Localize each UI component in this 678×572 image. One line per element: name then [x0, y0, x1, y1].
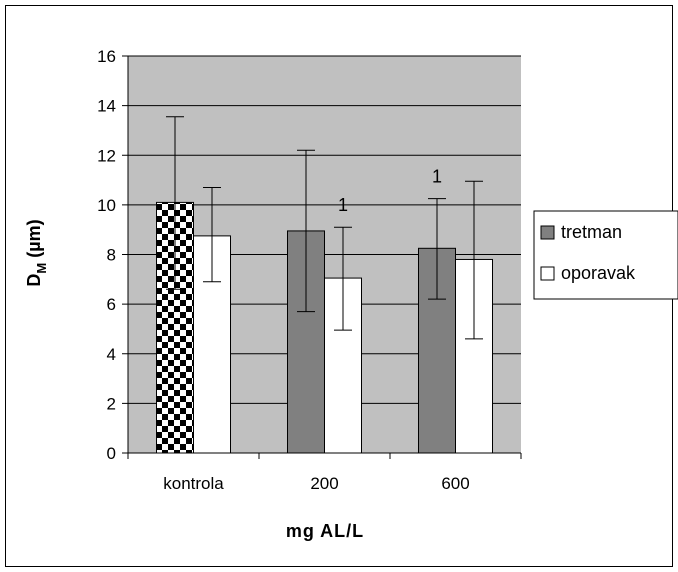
- y-tick-label: 8: [107, 246, 116, 265]
- legend: tretman oporavak: [533, 210, 678, 300]
- y-tick-label: 4: [107, 345, 116, 364]
- y-tick-label: 2: [107, 394, 116, 413]
- legend-label-tretman: tretman: [561, 222, 622, 242]
- y-tick-label: 12: [97, 146, 116, 165]
- significance-mark: 1: [432, 167, 442, 187]
- y-tick-label: 6: [107, 295, 116, 314]
- x-tick-label: kontrola: [163, 474, 224, 493]
- y-tick-label: 10: [97, 196, 116, 215]
- legend-box: [533, 210, 678, 300]
- y-tick-label: 14: [97, 97, 116, 116]
- y-axis-title: DM (µm): [24, 219, 49, 286]
- legend-swatch-oporavak: [540, 266, 555, 281]
- legend-label-oporavak: oporavak: [561, 263, 636, 283]
- x-tick-label: 600: [441, 474, 469, 493]
- y-tick-label: 16: [97, 47, 116, 66]
- significance-mark: 1: [338, 195, 348, 215]
- x-axis-title: mg AL/L: [286, 521, 364, 541]
- y-tick-label: 0: [107, 444, 116, 463]
- legend-swatch-tretman: [540, 225, 555, 240]
- x-tick-label: 200: [310, 474, 338, 493]
